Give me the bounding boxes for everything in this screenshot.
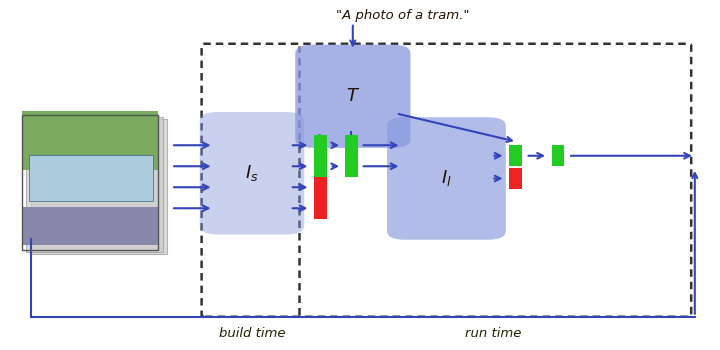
Bar — [509, 145, 522, 166]
FancyBboxPatch shape — [387, 117, 505, 240]
Bar — [509, 168, 522, 189]
Bar — [30, 155, 153, 201]
Text: "A photo of a tram.": "A photo of a tram." — [336, 9, 470, 22]
Bar — [345, 156, 358, 177]
Bar — [22, 115, 158, 250]
Bar — [314, 177, 327, 198]
Bar — [31, 119, 167, 254]
Text: $I_l$: $I_l$ — [441, 168, 451, 189]
Bar — [22, 206, 158, 245]
Bar — [314, 135, 327, 156]
Text: $I_s$: $I_s$ — [246, 163, 258, 183]
FancyBboxPatch shape — [295, 44, 410, 148]
Bar — [314, 198, 327, 219]
Bar — [27, 117, 163, 252]
Text: build time: build time — [219, 327, 285, 340]
Bar — [345, 135, 358, 156]
Bar — [314, 156, 327, 177]
FancyBboxPatch shape — [199, 112, 304, 234]
Bar — [22, 111, 158, 170]
Bar — [552, 145, 564, 166]
Text: run time: run time — [465, 327, 521, 340]
Text: $T$: $T$ — [346, 87, 360, 105]
